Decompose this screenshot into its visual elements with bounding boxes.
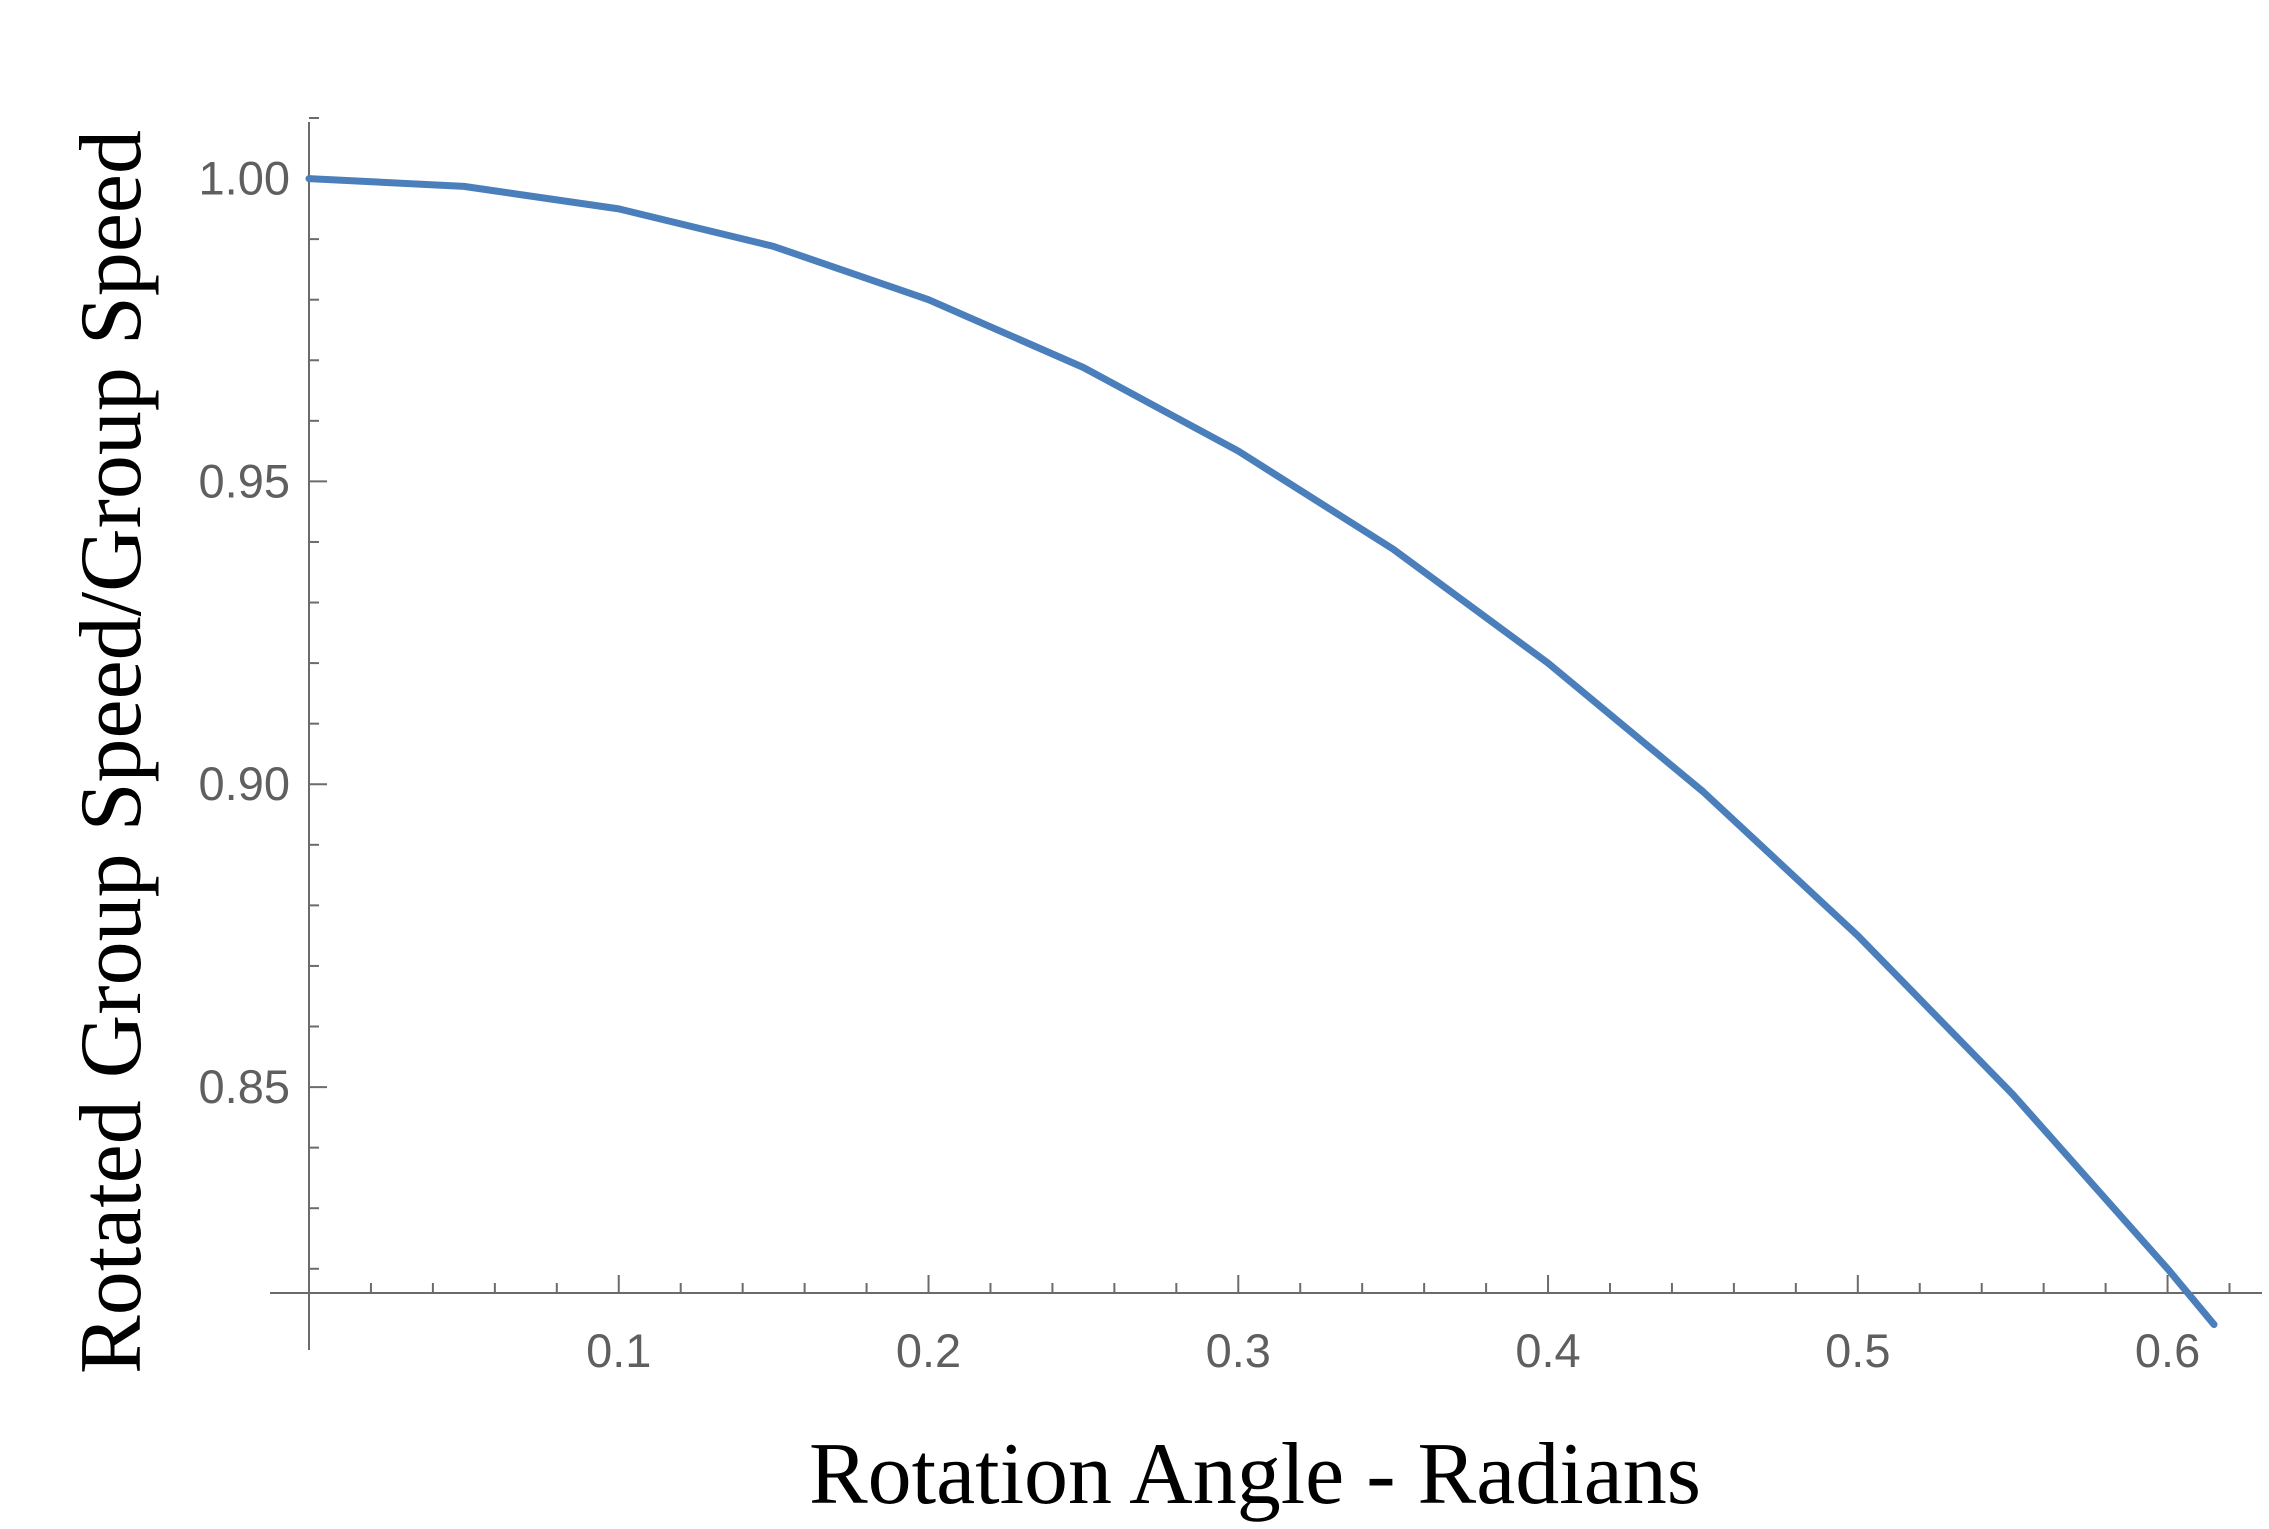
x-tick-label: 0.3 bbox=[1206, 1324, 1271, 1377]
x-tick-label: 0.2 bbox=[896, 1324, 961, 1377]
series-layer bbox=[305, 175, 2218, 1328]
y-tick-label: 0.95 bbox=[199, 454, 290, 507]
axes bbox=[270, 122, 2262, 1350]
x-tick-label: 0.1 bbox=[586, 1324, 651, 1377]
y-tick-label: 1.00 bbox=[199, 152, 290, 205]
x-axis-title: Rotation Angle - Radians bbox=[809, 1426, 1701, 1523]
x-tick-label: 0.6 bbox=[2135, 1324, 2200, 1377]
y-tick-label: 0.85 bbox=[199, 1060, 290, 1113]
ticks bbox=[309, 117, 2231, 1293]
y-axis-title: Rotated Group Speed/Group Speed bbox=[63, 130, 160, 1374]
y-tick-label: 0.90 bbox=[199, 757, 290, 810]
tick-labels: 0.1 0.2 0.3 0.4 0.5 0.6 0.85 0.90 0.95 1.00 bbox=[199, 152, 2201, 1377]
x-tick-label: 0.4 bbox=[1515, 1324, 1580, 1377]
series-line bbox=[305, 175, 2218, 1328]
x-tick-label: 0.5 bbox=[1825, 1324, 1890, 1377]
